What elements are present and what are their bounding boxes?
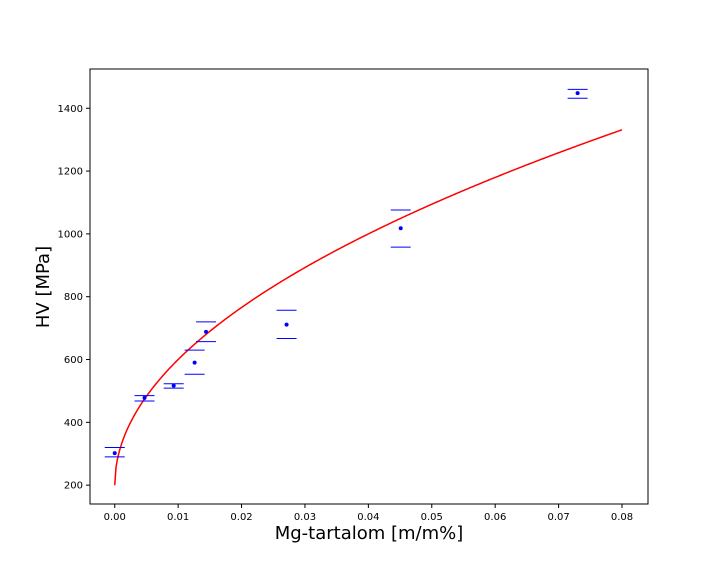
x-tick-label: 0.06 bbox=[484, 512, 506, 523]
y-tick-label: 800 bbox=[64, 292, 83, 303]
plot-frame bbox=[89, 68, 649, 505]
y-tick-label: 1000 bbox=[58, 229, 83, 240]
fit-curve bbox=[113, 129, 623, 486]
data-point bbox=[284, 322, 289, 327]
data-point bbox=[204, 329, 209, 334]
data-point bbox=[192, 360, 197, 365]
x-tick-label: 0.01 bbox=[167, 512, 189, 523]
x-tick-label: 0.07 bbox=[547, 512, 569, 523]
y-axis-label: HV [MPa] bbox=[33, 246, 54, 328]
y-tick-label: 1200 bbox=[58, 167, 83, 178]
x-tick-label: 0.03 bbox=[294, 512, 316, 523]
x-tick-label: 0.00 bbox=[104, 512, 126, 523]
x-axis: 0.00 0.01 0.02 0.03 0.04 0.05 0.06 0.07 0.08 bbox=[104, 504, 633, 523]
y-tick-label: 200 bbox=[64, 481, 83, 492]
data-point bbox=[171, 383, 176, 388]
x-tick-label: 0.04 bbox=[357, 512, 379, 523]
fit-curve-layer bbox=[113, 129, 623, 486]
x-tick-label: 0.05 bbox=[421, 512, 443, 523]
x-tick-label: 0.08 bbox=[611, 512, 633, 523]
data-point bbox=[398, 226, 403, 231]
data-point bbox=[575, 91, 580, 96]
x-tick-label: 0.02 bbox=[230, 512, 252, 523]
x-axis-label: Mg-tartalom [m/m%] bbox=[275, 523, 464, 544]
y-tick-label: 600 bbox=[64, 355, 83, 366]
data-point bbox=[142, 395, 147, 400]
y-tick-label: 400 bbox=[64, 418, 83, 429]
y-tick-label: 1400 bbox=[58, 104, 83, 115]
data-points-layer bbox=[104, 88, 588, 458]
y-axis: 200 400 600 800 1000 1200 1400 bbox=[58, 104, 90, 492]
data-point bbox=[112, 451, 117, 456]
